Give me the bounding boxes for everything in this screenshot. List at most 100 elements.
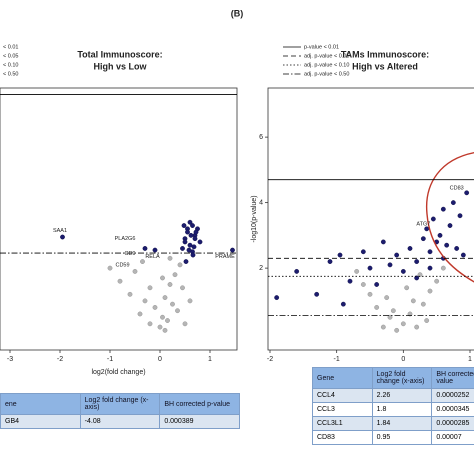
data-point [360,249,366,255]
x-tick-label: -1 [334,356,340,363]
data-point [420,236,426,242]
highlight-curve [425,152,474,283]
chart-subtitle: High vs Low [93,61,147,71]
x-tick-label: 0 [401,356,405,363]
data-point [407,246,413,251]
x-tick-label: -2 [57,356,63,363]
data-point [187,298,193,304]
data-point [117,278,123,284]
data-point [384,295,390,300]
x-tick-label: -3 [7,356,13,363]
data-point [152,305,158,310]
legend-label: < 0.50 [3,71,18,77]
chart-title: TAMs Immunoscore: [341,49,429,59]
data-point [274,295,280,300]
table-cell: GB4 [0,414,81,429]
data-point [167,255,173,261]
data-point [162,327,168,333]
data-point [374,305,380,310]
data-point [186,247,192,253]
table-row: ene Log2 fold change (x-axis) BH corrected… [0,393,240,415]
point-annotation: ATG7 [416,221,430,227]
point-annotation: CD9 [124,251,135,257]
data-point [167,282,173,287]
data-point [160,275,165,281]
data-point [127,291,133,297]
data-point [187,219,193,225]
y-tick-label: 6 [259,134,263,141]
data-point [427,249,433,255]
data-point [157,324,163,330]
data-point [327,259,333,264]
data-point [170,301,175,307]
point-annotation: RELA [145,254,160,260]
plot-frame [0,87,238,351]
data-point [374,282,380,287]
data-point [230,247,235,253]
data-point [440,206,446,212]
table-cell: CCL4 [312,388,373,403]
y-axis-label: -log10(p-value) [251,195,258,242]
legend-label: adj. p-value < 0.50 [304,71,349,77]
data-point [182,321,188,327]
table-cell: Log2 fold change (x-axis) [79,393,161,415]
data-point [414,324,420,330]
data-point [400,268,406,274]
table-cell: Gene [312,367,373,389]
plot-frame [267,87,474,351]
data-point [137,311,143,317]
data-point [404,285,410,291]
data-point [424,318,430,323]
data-point [188,232,194,238]
data-point [387,262,393,268]
data-point [60,234,65,240]
data-point [394,327,400,333]
data-point [340,301,346,307]
data-point [354,268,360,274]
data-point [190,252,196,258]
y-tick-label: 4 [259,199,263,206]
table-cell: 0.000389 [159,414,240,429]
data-point [454,246,460,251]
data-point [367,291,373,297]
table-cell: Log2 fold change (x-axis) [371,367,433,389]
data-point [437,232,443,238]
table-cell: -4.08 [79,414,161,429]
data-point [191,244,197,250]
data-point [380,239,386,245]
data-point [193,229,199,235]
table-cell: BH corrected p-value [159,393,240,415]
table-cell: CCL3 [312,402,373,417]
table-row: CCL4 2.26 0.0000252 [312,388,474,403]
table-cell: 1.8 [371,402,433,417]
data-point [417,272,423,278]
data-point [192,236,198,242]
data-point [410,298,416,304]
y-tick-label: 2 [259,265,263,272]
data-point [390,308,396,314]
data-point [380,324,386,330]
table-cell: 0.0000252 [431,388,474,403]
data-point [162,295,168,300]
table-cell: 2.26 [371,388,433,403]
data-point [185,229,190,235]
data-point [450,200,456,206]
point-annotation: CD83 [450,185,464,191]
data-point [430,216,436,222]
data-point [140,259,145,264]
data-point [420,301,426,307]
table-row: Gene Log2 fold change (x-axis) BH correcte… [312,367,474,389]
data-point [180,246,185,251]
legend-label: < 0.05 [3,53,18,59]
data-point [142,246,148,251]
legend-label: adj. p-value < 0.05 [304,53,349,59]
table-cell: CCL3L1 [312,416,373,431]
data-point [360,282,366,287]
data-point [132,268,138,274]
data-point [147,321,153,327]
chart-subtitle: High vs Altered [352,61,418,71]
data-point [314,291,320,297]
data-point [172,272,178,278]
